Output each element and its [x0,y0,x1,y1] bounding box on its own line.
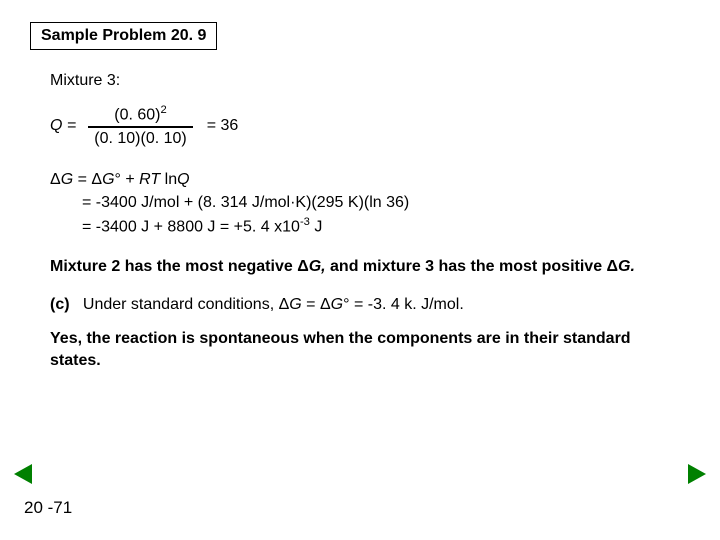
q-denominator: (0. 10)(0. 10) [88,128,192,148]
q-fraction: (0. 60)2 (0. 10)(0. 10) [88,104,192,148]
answer-text: Yes, the reaction is spontaneous when th… [50,328,680,371]
calc-line-1: ΔG = ΔG° + RT lnQ [50,168,680,191]
q-symbol: Q [50,117,62,134]
calc-line-2: = -3400 J/mol + (8. 314 J/mol·K)(295 K)(… [50,191,680,214]
part-c-label: (c) [50,296,70,313]
q-equation: Q = (0. 60)2 (0. 10)(0. 10) = 36 [50,104,680,148]
next-button[interactable] [688,464,706,484]
conclusion: Mixture 2 has the most negative ΔG, and … [50,256,680,278]
part-c: (c) Under standard conditions, ΔG = ΔG° … [50,296,680,314]
page-number: 20 -71 [24,498,72,518]
prev-button[interactable] [14,464,32,484]
problem-title: Sample Problem 20. 9 [30,22,217,50]
q-result: = 36 [207,117,239,135]
arrow-left-icon [14,464,32,484]
mixture-label: Mixture 3: [50,72,680,90]
q-numerator: (0. 60)2 [108,104,172,126]
content-area: Mixture 3: Q = (0. 60)2 (0. 10)(0. 10) =… [0,72,720,371]
arrow-right-icon [688,464,706,484]
calc-line-3: = -3400 J + 8800 J = +5. 4 x10-3 J [50,214,680,239]
delta-g-calculation: ΔG = ΔG° + RT lnQ = -3400 J/mol + (8. 31… [50,168,680,239]
